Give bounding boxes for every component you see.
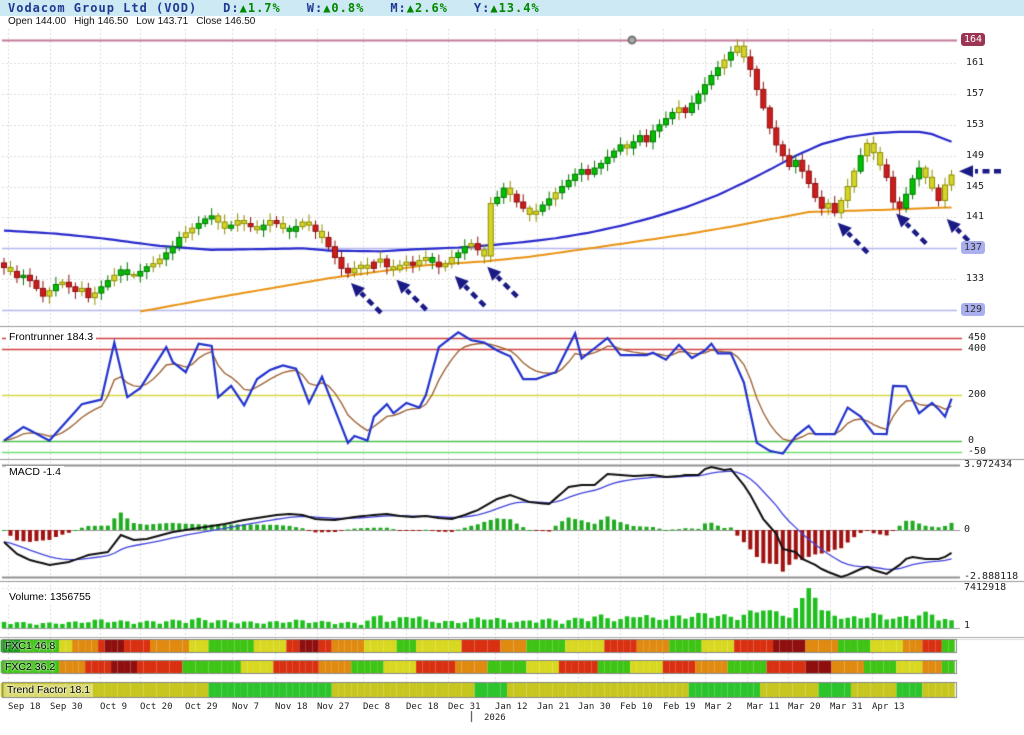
- price-chart-canvas[interactable]: [0, 0, 1024, 735]
